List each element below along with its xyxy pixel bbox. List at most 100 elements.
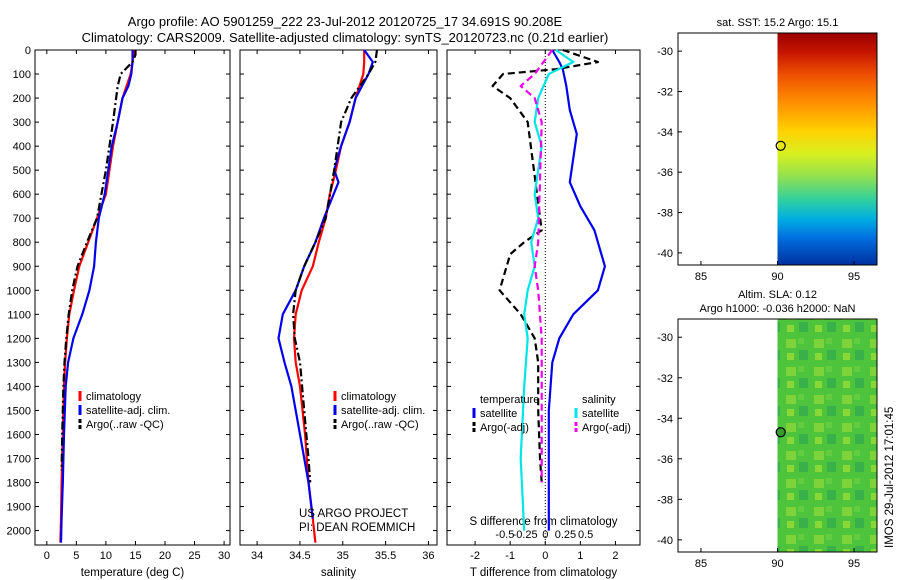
x-tick-label: 36	[422, 550, 434, 562]
y-tick-label: -40	[657, 535, 673, 547]
sst-map-title: sat. SST: 15.2 Argo: 15.1	[717, 17, 839, 29]
y-tick-label: 700	[13, 213, 31, 225]
y-tick-label: -32	[657, 87, 673, 99]
x-tick-label: 35	[337, 550, 349, 562]
salinity-panel: 34 34.5 35 35.5 36 salinity climatology satelli…	[239, 49, 438, 579]
y-tick-label: 1800	[7, 478, 31, 490]
sst-map-data-field	[777, 33, 877, 265]
legend-label: satellite	[480, 408, 517, 420]
legend-label: satellite-adj. clim.	[86, 405, 170, 417]
argo-position-marker	[775, 427, 786, 438]
top-tick-label: 0.5	[578, 529, 593, 541]
legend-group-title: salinity	[582, 394, 616, 406]
top-tick-label: -0.5	[495, 529, 514, 541]
salinity-frame	[239, 49, 438, 546]
y-tick-label: 1000	[7, 285, 31, 297]
x-tick-label: 25	[188, 550, 200, 562]
x-tick-label: 30	[218, 550, 230, 562]
legend-group-title: temperature	[480, 394, 539, 406]
series-line-temperature-satellite	[547, 49, 606, 531]
difference-frame	[446, 49, 641, 546]
x-tick-label: 35.5	[375, 550, 396, 562]
argo-position-marker	[775, 140, 786, 151]
y-tick-label: -30	[657, 46, 673, 58]
x-tick-label: 85	[695, 271, 707, 283]
sst-map-panel: 85 90 95 -30 -32 -34 -36 -38 -40 sat. SST: 15.2 A…	[657, 17, 878, 283]
y-tick-label: 0	[25, 45, 31, 57]
y-tick-label: 1500	[7, 405, 31, 417]
x-tick-label: 15	[129, 550, 141, 562]
y-tick-label: -32	[657, 373, 673, 385]
series-line-satellite-adj-clim-	[59, 50, 134, 543]
y-tick-label: 300	[13, 117, 31, 129]
y-tick-label: 1600	[7, 429, 31, 441]
salinity-xlabel: salinity	[321, 567, 356, 579]
legend-label: Argo(-adj)	[582, 422, 631, 434]
legend-label: satellite-adj. clim.	[341, 405, 425, 417]
legend-label: Argo(..raw -QC)	[86, 419, 164, 431]
y-tick-label: 500	[13, 165, 31, 177]
y-tick-label: -36	[657, 167, 673, 179]
y-tick-label: 1400	[7, 381, 31, 393]
sla-map-data-field	[777, 319, 877, 552]
y-tick-label: 1300	[7, 357, 31, 369]
sla-map-panel: 85 90 95 -30 -32 -34 -36 -38 -40 Altim. SLA: 0.12…	[657, 289, 878, 570]
y-tick-label: -34	[657, 413, 673, 425]
x-tick-label: 95	[848, 558, 860, 570]
series-line-argo-raw-qc-	[60, 50, 137, 471]
y-tick-label: 400	[13, 141, 31, 153]
legend-label: climatology	[86, 391, 142, 403]
temperature-xlabel: temperature (deg C)	[81, 567, 185, 579]
legend-label: Argo(-adj)	[480, 422, 529, 434]
x-tick-label: 2	[612, 550, 618, 562]
sla-map-title-line1: Altim. SLA: 0.12	[738, 289, 817, 301]
sla-map-title-line2: Argo h1000: -0.036 h2000: NaN	[700, 303, 856, 315]
series-line-argo-raw-qc-	[292, 49, 379, 483]
figure-title-line2: Climatology: CARS2009. Satellite-adjuste…	[82, 30, 609, 45]
series-line-satellite-adj-clim-	[277, 49, 374, 519]
y-tick-label: 800	[13, 237, 31, 249]
x-tick-label: 0	[542, 550, 548, 562]
top-tick-label: 0.25	[555, 529, 576, 541]
difference-xlabel: T difference from climatology	[470, 567, 617, 579]
credits-project: US ARGO PROJECT	[299, 508, 408, 520]
series-line-temperature-argo-adj-	[491, 48, 599, 483]
y-tick-label: 1200	[7, 333, 31, 345]
top-tick-label: 0	[542, 529, 548, 541]
y-tick-label: 900	[13, 261, 31, 273]
x-tick-label: -1	[505, 550, 515, 562]
temperature-panel: 0100200300400500600700800900100011001200…	[7, 45, 231, 579]
x-tick-label: -2	[470, 550, 480, 562]
x-tick-label: 85	[695, 558, 707, 570]
y-tick-label: 1100	[7, 309, 31, 321]
x-tick-label: 90	[771, 271, 783, 283]
y-tick-label: 200	[13, 93, 31, 105]
y-tick-label: 600	[13, 189, 31, 201]
y-tick-label: -30	[657, 332, 673, 344]
x-tick-label: 10	[100, 550, 112, 562]
y-tick-label: 2000	[7, 526, 31, 538]
legend-label: climatology	[341, 391, 397, 403]
legend-label: Argo(..raw -QC)	[341, 419, 419, 431]
y-tick-label: -34	[657, 127, 673, 139]
y-tick-label: -36	[657, 454, 673, 466]
x-tick-label: 20	[159, 550, 171, 562]
x-tick-label: 95	[848, 271, 860, 283]
x-tick-label: 5	[73, 550, 79, 562]
y-tick-label: 100	[13, 69, 31, 81]
y-tick-label: -38	[657, 494, 673, 506]
y-tick-label: 1700	[7, 453, 31, 465]
x-tick-label: 90	[771, 558, 783, 570]
series-line-salinity-argo-adj-	[519, 49, 554, 483]
y-tick-label: 1900	[7, 502, 31, 514]
x-tick-label: 34.5	[289, 550, 310, 562]
x-tick-label: 0	[44, 550, 50, 562]
y-tick-label: -40	[657, 248, 673, 260]
difference-panel: -2 -1 0 1 2 T difference from climatology S di…	[446, 48, 641, 579]
figure-title-line1: Argo profile: AO 5901259_222 23-Jul-2012…	[128, 14, 563, 29]
legend-label: satellite	[582, 408, 619, 420]
credits-pi: PI: DEAN ROEMMICH	[299, 522, 415, 534]
top-tick-label: -0.25	[513, 529, 538, 541]
difference-top-label: S difference from climatology	[469, 516, 617, 528]
